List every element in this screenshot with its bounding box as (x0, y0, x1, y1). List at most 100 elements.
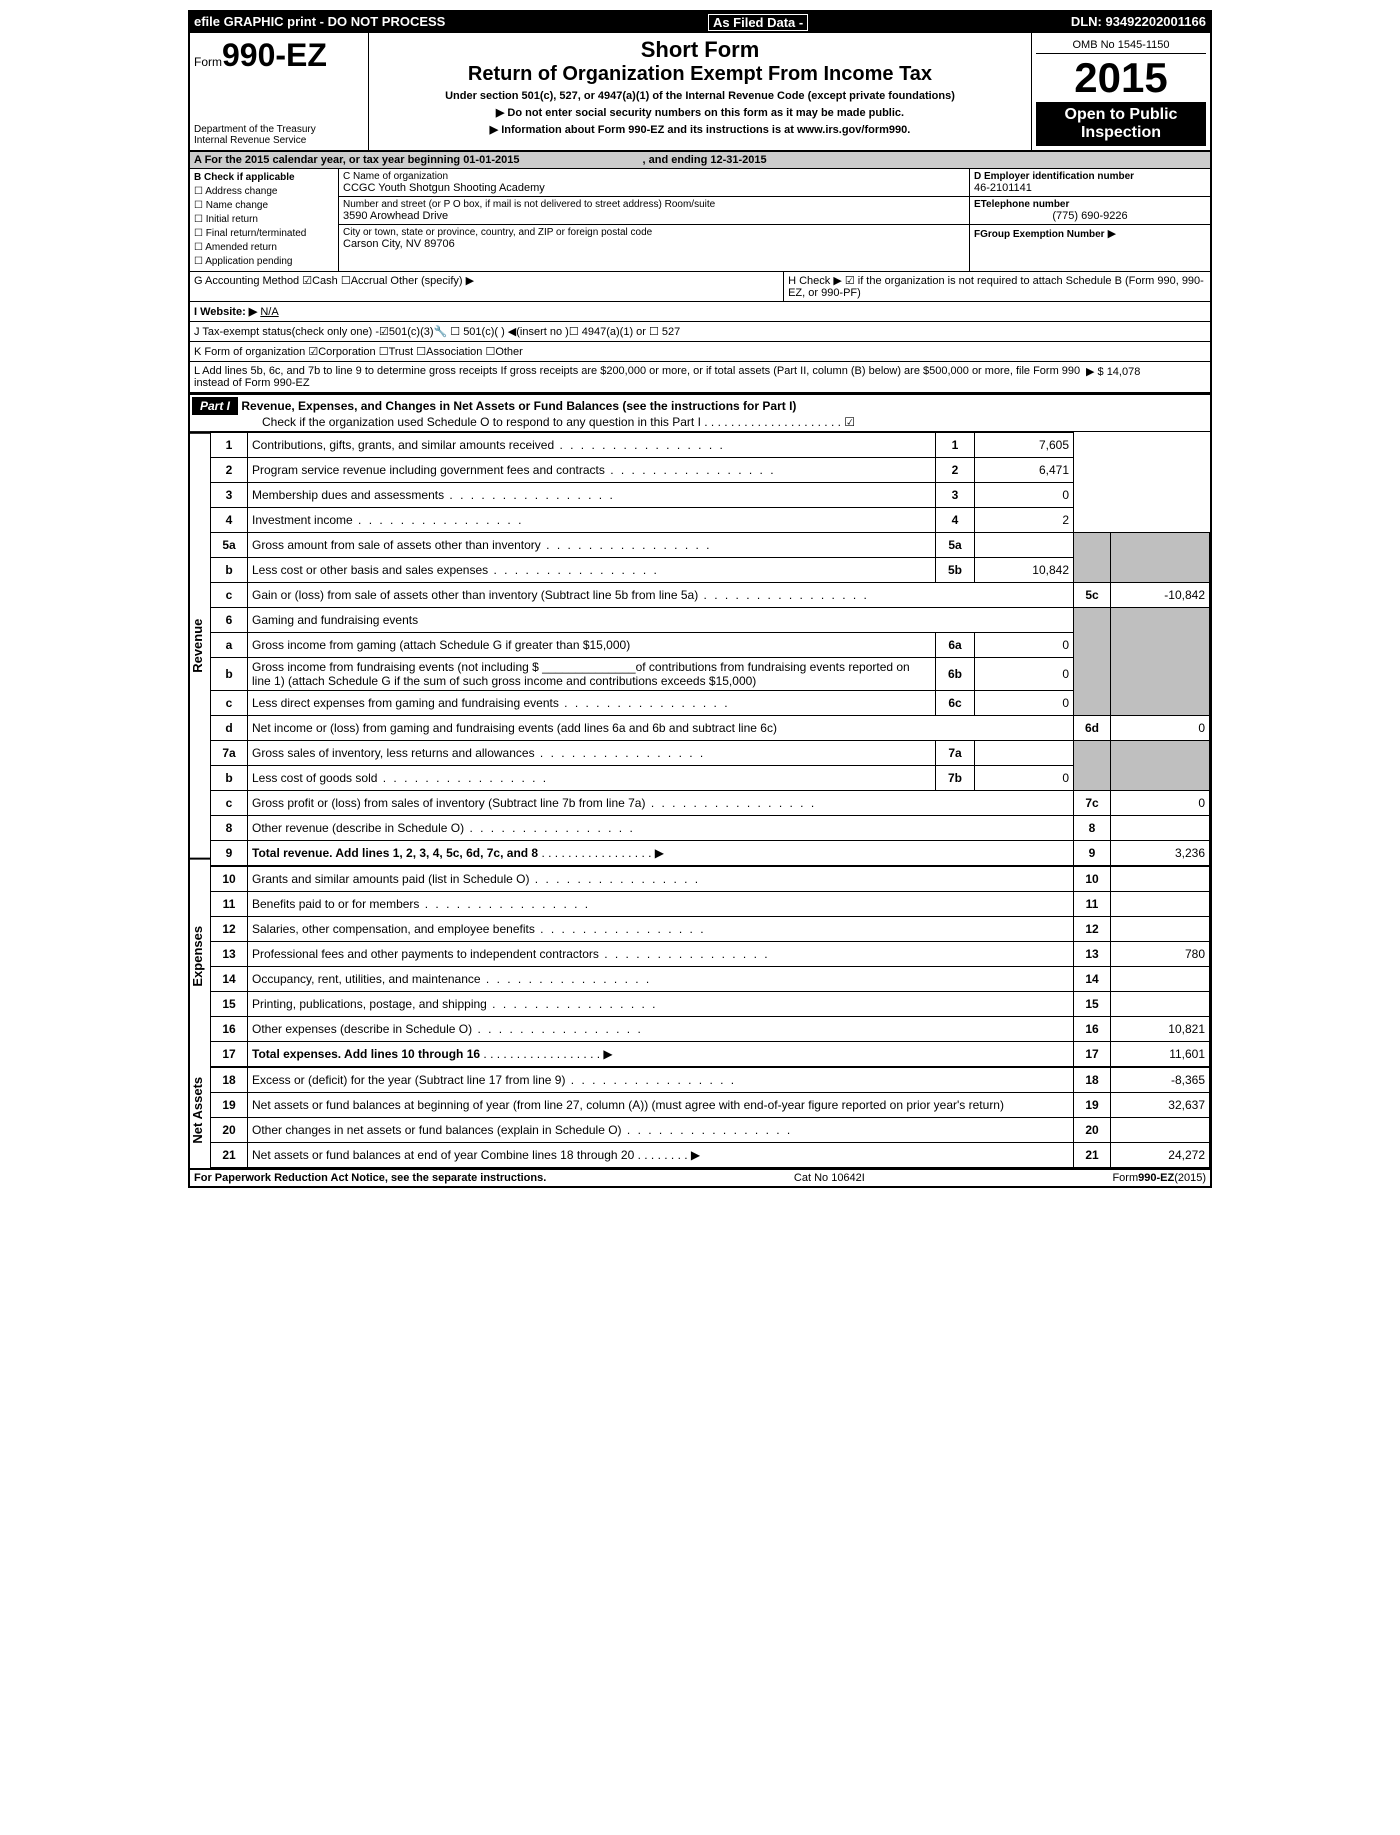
l6-num: 6 (211, 608, 248, 633)
l6a-sn: 6a (936, 633, 975, 658)
l16-rn: 16 (1074, 1017, 1111, 1042)
l13-desc: Professional fees and other payments to … (248, 942, 1074, 967)
l21-val: 24,272 (1111, 1143, 1210, 1168)
chk-amended[interactable]: Amended return (194, 241, 334, 255)
l15-num: 15 (211, 992, 248, 1017)
l14-rn: 14 (1074, 967, 1111, 992)
l5c-num: c (211, 583, 248, 608)
section-b-label: B Check if applicable (194, 172, 295, 183)
l11-rn: 11 (1074, 892, 1111, 917)
phone-value: (775) 690-9226 (974, 210, 1206, 222)
l17-num: 17 (211, 1042, 248, 1068)
l7b-num: b (211, 766, 248, 791)
page-footer: For Paperwork Reduction Act Notice, see … (190, 1168, 1210, 1186)
l3-val: 0 (975, 483, 1074, 508)
l6-gray1 (1074, 608, 1111, 716)
l17-val: 11,601 (1111, 1042, 1210, 1068)
l6a-desc: Gross income from gaming (attach Schedul… (248, 633, 936, 658)
l18-desc: Excess or (deficit) for the year (Subtra… (248, 1067, 1074, 1093)
l4-num: 4 (211, 508, 248, 533)
l7a-desc: Gross sales of inventory, less returns a… (248, 741, 936, 766)
l12-val (1111, 917, 1210, 942)
topbar-mid: As Filed Data - (708, 14, 808, 31)
l7b-sv: 0 (975, 766, 1074, 791)
l4-desc: Investment income (248, 508, 936, 533)
l4-rn: 4 (936, 508, 975, 533)
l7c-rn: 7c (1074, 791, 1111, 816)
l10-desc: Grants and similar amounts paid (list in… (248, 866, 1074, 892)
l8-rn: 8 (1074, 816, 1111, 841)
l7a-sn: 7a (936, 741, 975, 766)
l17-rn: 17 (1074, 1042, 1111, 1068)
group-exemption-arrow: ▶ (1108, 228, 1116, 240)
l20-rn: 20 (1074, 1118, 1111, 1143)
l2-desc: Program service revenue including govern… (248, 458, 936, 483)
topbar-left: efile GRAPHIC print - DO NOT PROCESS (194, 14, 445, 31)
l6b-desc: Gross income from fundraising events (no… (248, 658, 936, 691)
street-value: 3590 Arowhead Drive (343, 210, 965, 222)
ein-value: 46-2101141 (974, 182, 1206, 194)
l1-desc: Contributions, gifts, grants, and simila… (248, 433, 936, 458)
l21-desc: Net assets or fund balances at end of ye… (252, 1148, 634, 1162)
bullet-info: ▶ Information about Form 990-EZ and its … (375, 123, 1025, 136)
chk-initial-return[interactable]: Initial return (194, 213, 334, 227)
l19-desc: Net assets or fund balances at beginning… (248, 1093, 1074, 1118)
tax-year: 2015 (1036, 54, 1206, 102)
open-public: Open to Public Inspection (1036, 102, 1206, 146)
l16-desc: Other expenses (describe in Schedule O) (248, 1017, 1074, 1042)
l11-val (1111, 892, 1210, 917)
l13-val: 780 (1111, 942, 1210, 967)
topbar-right: DLN: 93492202001166 (1071, 14, 1206, 31)
l18-val: -8,365 (1111, 1067, 1210, 1093)
l10-rn: 10 (1074, 866, 1111, 892)
org-name-label: C Name of organization (343, 171, 965, 182)
l21-rn: 21 (1074, 1143, 1111, 1168)
form-no: 990-EZ (222, 37, 327, 73)
l6a-num: a (211, 633, 248, 658)
chk-name-change[interactable]: Name change (194, 199, 334, 213)
title-return: Return of Organization Exempt From Incom… (375, 63, 1025, 86)
section-a-row: A For the 2015 calendar year, or tax yea… (190, 152, 1210, 169)
irs-link[interactable]: www.irs.gov/form990 (797, 124, 907, 136)
l19-num: 19 (211, 1093, 248, 1118)
l5-gray1 (1074, 533, 1111, 583)
l3-rn: 3 (936, 483, 975, 508)
l6a-sv: 0 (975, 633, 1074, 658)
l5c-val: -10,842 (1111, 583, 1210, 608)
l6b-sn: 6b (936, 658, 975, 691)
footer-mid: Cat No 10642I (794, 1172, 865, 1184)
l10-val (1111, 866, 1210, 892)
l16-num: 16 (211, 1017, 248, 1042)
chk-app-pending[interactable]: Application pending (194, 255, 334, 269)
l17-desc-wrap: Total expenses. Add lines 10 through 16 … (248, 1042, 1074, 1068)
l5b-sn: 5b (936, 558, 975, 583)
footer-right: Form990-EZ(2015) (1112, 1172, 1206, 1184)
dept-treasury: Department of the Treasury (194, 124, 364, 135)
open-public-1: Open to Public (1040, 106, 1202, 124)
l5b-sv: 10,842 (975, 558, 1074, 583)
chk-address-change[interactable]: Address change (194, 185, 334, 199)
l7b-desc: Less cost of goods sold (248, 766, 936, 791)
form-990ez-page: efile GRAPHIC print - DO NOT PROCESS As … (188, 10, 1212, 1188)
bullet-info-text: Information about Form 990-EZ and its in… (501, 124, 797, 136)
l14-desc: Occupancy, rent, utilities, and maintena… (248, 967, 1074, 992)
dept-irs: Internal Revenue Service (194, 135, 364, 146)
l1-num: 1 (211, 433, 248, 458)
ein-label: D Employer identification number (974, 171, 1206, 182)
chk-final-return[interactable]: Final return/terminated (194, 227, 334, 241)
l7c-num: c (211, 791, 248, 816)
line-l-text: L Add lines 5b, 6c, and 7b to line 9 to … (194, 365, 1086, 389)
omb-number: OMB No 1545-1150 (1036, 37, 1206, 54)
l8-val (1111, 816, 1210, 841)
l14-val (1111, 967, 1210, 992)
section-a-text: A For the 2015 calendar year, or tax yea… (190, 152, 1210, 168)
form-header: Form990-EZ Department of the Treasury In… (190, 33, 1210, 152)
l5c-rn: 5c (1074, 583, 1111, 608)
l10-num: 10 (211, 866, 248, 892)
row-gh: G Accounting Method ☑Cash ☐Accrual Other… (190, 272, 1210, 302)
side-expenses: Expenses (190, 858, 210, 1053)
l18-rn: 18 (1074, 1067, 1111, 1093)
l2-num: 2 (211, 458, 248, 483)
l5-gray2 (1111, 533, 1210, 583)
l5a-desc: Gross amount from sale of assets other t… (252, 538, 712, 552)
